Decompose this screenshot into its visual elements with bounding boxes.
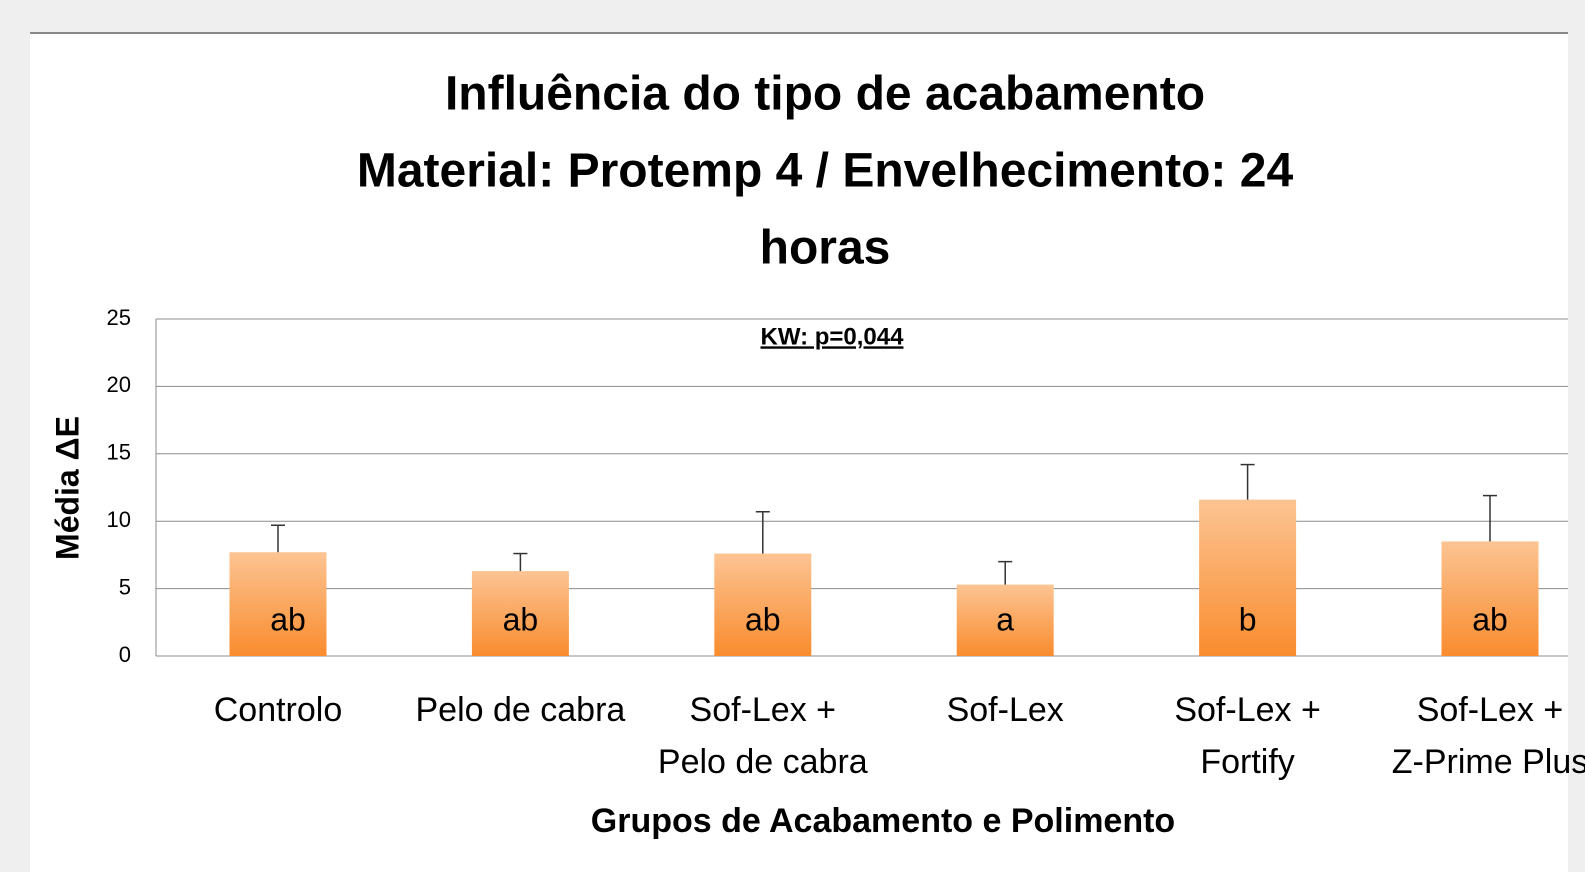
group-label: ab [270,601,306,637]
y-axis-label: Média ΔE [49,416,85,560]
chart-title: Material: Protemp 4 / Envelhecimento: 24 [357,145,1294,198]
x-tick-label: Controlo [214,691,343,729]
y-tick-label: 15 [107,440,131,465]
x-tick-label: Sof-Lex + [1417,691,1563,729]
chart-title: horas [760,222,891,275]
y-tick-label: 0 [119,642,131,667]
bar [229,552,327,656]
chart-title: Influência do tipo de acabamento [445,68,1205,121]
group-label: b [1239,601,1257,637]
group-label: ab [745,601,781,637]
x-axis-label: Grupos de Acabamento e Polimento [591,802,1175,840]
x-tick-label: Pelo de cabra [415,691,625,729]
x-tick-label: Z-Prime Plus [1392,743,1585,781]
chart-panel [30,33,1568,872]
group-label: ab [1472,601,1508,637]
y-tick-label: 5 [119,574,131,599]
y-tick-label: 25 [107,305,131,330]
group-label: ab [503,601,539,637]
x-tick-label: Sof-Lex + [690,691,836,729]
x-tick-label: Sof-Lex + [1174,691,1320,729]
x-tick-label: Fortify [1200,743,1294,781]
bar [1199,499,1297,656]
x-tick-label: Sof-Lex [947,691,1064,729]
bar [471,571,569,656]
chart-annotation: KW: p=0,044 [761,323,905,350]
x-tick-label: Pelo de cabra [658,743,868,781]
y-tick-label: 20 [107,372,131,397]
bar [1441,541,1539,656]
bar [714,553,812,656]
bar [956,584,1054,656]
y-tick-label: 10 [107,507,131,532]
group-label: a [996,601,1014,637]
